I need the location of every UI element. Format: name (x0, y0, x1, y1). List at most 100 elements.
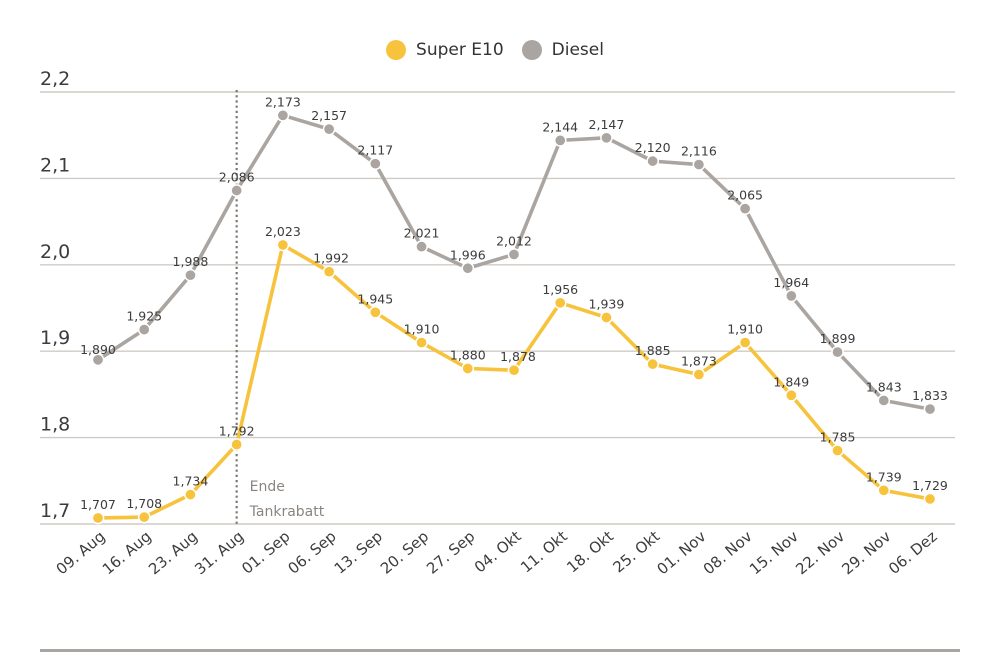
data-point-super-e10 (91, 511, 105, 525)
data-label-super-e10: 1,939 (589, 297, 625, 312)
x-tick-label: 06. Sep (285, 527, 340, 577)
legend-label-diesel: Diesel (551, 40, 604, 60)
data-label-super-e10: 1,992 (313, 251, 349, 266)
legend-swatch-super-e10 (386, 40, 407, 60)
data-label-super-e10: 1,734 (173, 474, 209, 489)
data-point-super-e10 (738, 336, 752, 349)
x-tick-label: 23. Aug (145, 527, 201, 578)
data-label-diesel: 1,890 (80, 342, 116, 357)
data-point-diesel (91, 353, 105, 367)
data-point-super-e10 (877, 483, 891, 497)
data-point-super-e10 (692, 368, 706, 381)
data-point-super-e10 (646, 357, 660, 371)
data-label-super-e10: 1,873 (681, 354, 717, 369)
annotation-text: Ende (250, 479, 285, 495)
series-layer (91, 108, 937, 525)
data-label-diesel: 2,120 (635, 140, 671, 155)
data-point-diesel (368, 157, 382, 171)
y-tick-label: 1,9 (40, 327, 70, 349)
data-label-super-e10: 1,849 (773, 374, 809, 389)
data-point-super-e10 (553, 296, 567, 310)
x-tick-label: 20. Sep (377, 527, 432, 577)
data-label-diesel: 2,086 (219, 169, 255, 184)
data-label-diesel: 2,116 (681, 144, 717, 159)
data-point-diesel (600, 131, 613, 145)
data-label-super-e10: 1,792 (219, 424, 255, 439)
data-point-diesel (553, 134, 567, 147)
x-tick-label: 01. Sep (238, 527, 293, 577)
data-label-diesel: 1,925 (126, 309, 162, 324)
data-point-diesel (923, 402, 937, 416)
data-label-diesel: 2,157 (311, 108, 347, 123)
data-point-super-e10 (368, 305, 382, 319)
data-label-super-e10: 1,739 (866, 469, 902, 484)
data-point-diesel (507, 248, 521, 261)
x-tick-label: 04. Okt (471, 527, 525, 576)
data-point-super-e10 (276, 238, 290, 252)
data-label-diesel: 2,065 (727, 188, 763, 203)
y-tick-label: 1,8 (40, 414, 70, 436)
data-label-diesel: 2,012 (496, 233, 532, 248)
data-label-super-e10: 2,023 (265, 224, 301, 239)
data-label-diesel: 2,021 (404, 226, 440, 241)
x-tick-label: 18. Okt (563, 527, 617, 576)
y-axis-ticks: 1,7 1,8 1,9 2,0 2,1 2,2 (40, 68, 70, 522)
data-point-super-e10 (415, 336, 428, 349)
data-label-diesel: 1,833 (912, 388, 948, 403)
legend-item-super-e10: Super E10 (386, 40, 504, 60)
annotation-layer: Ende Tankrabatt (235, 90, 325, 526)
x-tick-label: 29. Nov (838, 527, 894, 578)
data-point-diesel (692, 158, 706, 171)
data-point-diesel (230, 184, 244, 197)
data-point-diesel (137, 323, 151, 336)
y-tick-label: 1,7 (40, 500, 70, 522)
data-label-super-e10: 1,910 (727, 322, 763, 337)
x-tick-label: 06. Dez (885, 527, 941, 578)
data-label-diesel: 2,173 (265, 94, 301, 109)
data-point-diesel (784, 289, 798, 303)
data-point-diesel (738, 202, 752, 215)
data-point-diesel (646, 154, 660, 168)
data-label-diesel: 2,144 (542, 119, 578, 134)
data-label-diesel: 1,843 (866, 379, 902, 394)
data-label-diesel: 1,988 (173, 254, 209, 269)
data-point-diesel (415, 240, 428, 254)
x-tick-label: 31. Aug (191, 527, 247, 578)
data-label-super-e10: 1,785 (820, 430, 856, 445)
y-tick-label: 2,1 (40, 154, 70, 176)
x-tick-label: 09. Aug (53, 527, 109, 578)
data-point-super-e10 (184, 488, 197, 501)
data-label-super-e10: 1,708 (126, 496, 162, 511)
legend-label-super-e10: Super E10 (416, 40, 504, 60)
data-point-super-e10 (461, 362, 475, 375)
data-point-super-e10 (507, 363, 521, 377)
data-point-super-e10 (831, 444, 844, 457)
data-label-super-e10: 1,956 (542, 282, 578, 297)
data-label-super-e10: 1,880 (450, 347, 486, 362)
data-label-diesel: 1,996 (450, 247, 486, 262)
x-tick-label: 27. Sep (423, 527, 478, 577)
x-tick-label: 16. Aug (99, 527, 155, 578)
legend-item-diesel: Diesel (521, 40, 604, 60)
data-label-super-e10: 1,945 (357, 291, 393, 306)
x-tick-label: 15. Nov (746, 527, 802, 578)
data-label-super-e10: 1,885 (635, 343, 671, 358)
x-tick-label: 13. Sep (331, 527, 386, 577)
data-point-super-e10 (230, 438, 244, 451)
data-label-super-e10: 1,729 (912, 478, 948, 493)
x-tick-label: 08. Nov (700, 527, 756, 578)
data-point-diesel (877, 394, 891, 407)
x-tick-label: 01. Nov (654, 527, 710, 578)
annotation-text: Tankrabatt (249, 504, 325, 520)
data-label-super-e10: 1,707 (80, 497, 116, 512)
data-label-diesel: 1,899 (820, 331, 856, 346)
data-label-super-e10: 1,878 (500, 349, 536, 364)
data-label-diesel: 1,964 (773, 275, 809, 290)
data-point-diesel (184, 268, 197, 282)
bottom-divider (40, 649, 960, 652)
x-tick-label: 11. Okt (517, 527, 571, 576)
data-point-super-e10 (600, 311, 613, 324)
legend-swatch-diesel (521, 40, 542, 60)
